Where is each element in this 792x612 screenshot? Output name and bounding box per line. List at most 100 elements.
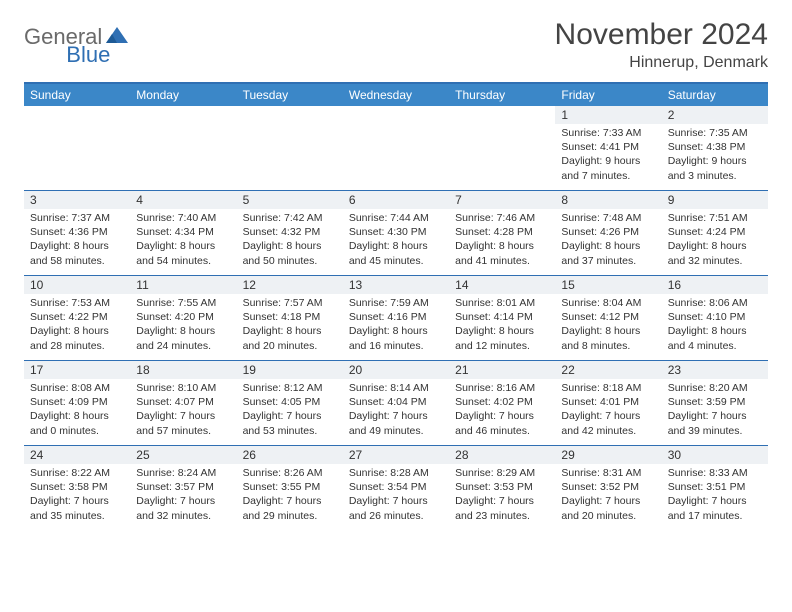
- day-info: Sunrise: 8:31 AMSunset: 3:52 PMDaylight:…: [555, 464, 661, 527]
- sunset-text: Sunset: 4:34 PM: [136, 225, 230, 239]
- day-number: 22: [555, 361, 661, 379]
- sunrise-text: Sunrise: 7:46 AM: [455, 211, 549, 225]
- day-info: Sunrise: 7:46 AMSunset: 4:28 PMDaylight:…: [449, 209, 555, 272]
- daylight-text: Daylight: 8 hours and 41 minutes.: [455, 239, 549, 267]
- daylight-text: Daylight: 7 hours and 42 minutes.: [561, 409, 655, 437]
- day-info: Sunrise: 8:20 AMSunset: 3:59 PMDaylight:…: [662, 379, 768, 442]
- sunrise-text: Sunrise: 7:48 AM: [561, 211, 655, 225]
- sunrise-text: Sunrise: 8:22 AM: [30, 466, 124, 480]
- sunrise-text: Sunrise: 8:29 AM: [455, 466, 549, 480]
- day-number: [24, 106, 130, 124]
- daylight-text: Daylight: 7 hours and 29 minutes.: [243, 494, 337, 522]
- day-info: Sunrise: 8:10 AMSunset: 4:07 PMDaylight:…: [130, 379, 236, 442]
- sunrise-text: Sunrise: 7:42 AM: [243, 211, 337, 225]
- day-number: 24: [24, 446, 130, 464]
- day-cell: [24, 106, 130, 190]
- sunset-text: Sunset: 4:26 PM: [561, 225, 655, 239]
- day-cell: 9Sunrise: 7:51 AMSunset: 4:24 PMDaylight…: [662, 191, 768, 275]
- sunrise-text: Sunrise: 8:20 AM: [668, 381, 762, 395]
- daylight-text: Daylight: 7 hours and 32 minutes.: [136, 494, 230, 522]
- sunrise-text: Sunrise: 8:16 AM: [455, 381, 549, 395]
- day-info: Sunrise: 7:33 AMSunset: 4:41 PMDaylight:…: [555, 124, 661, 187]
- sunset-text: Sunset: 3:55 PM: [243, 480, 337, 494]
- day-info: Sunrise: 7:51 AMSunset: 4:24 PMDaylight:…: [662, 209, 768, 272]
- day-cell: 1Sunrise: 7:33 AMSunset: 4:41 PMDaylight…: [555, 106, 661, 190]
- sunset-text: Sunset: 4:14 PM: [455, 310, 549, 324]
- day-cell: 6Sunrise: 7:44 AMSunset: 4:30 PMDaylight…: [343, 191, 449, 275]
- day-info: Sunrise: 8:29 AMSunset: 3:53 PMDaylight:…: [449, 464, 555, 527]
- day-cell: 19Sunrise: 8:12 AMSunset: 4:05 PMDayligh…: [237, 361, 343, 445]
- day-header: Wednesday: [343, 84, 449, 106]
- daylight-text: Daylight: 9 hours and 3 minutes.: [668, 154, 762, 182]
- sunrise-text: Sunrise: 8:01 AM: [455, 296, 549, 310]
- day-info: Sunrise: 7:44 AMSunset: 4:30 PMDaylight:…: [343, 209, 449, 272]
- day-cell: 18Sunrise: 8:10 AMSunset: 4:07 PMDayligh…: [130, 361, 236, 445]
- sunset-text: Sunset: 4:10 PM: [668, 310, 762, 324]
- day-cell: 24 Sunrise: 8:22 AMSunset: 3:58 PMDayligh…: [24, 446, 130, 530]
- day-info: Sunrise: 7:35 AMSunset: 4:38 PMDaylight:…: [662, 124, 768, 187]
- day-info: Sunrise: 8:08 AMSunset: 4:09 PMDaylight:…: [24, 379, 130, 442]
- daylight-text: Daylight: 8 hours and 12 minutes.: [455, 324, 549, 352]
- day-info: Sunrise: 8:18 AMSunset: 4:01 PMDaylight:…: [555, 379, 661, 442]
- daylight-text: Daylight: 8 hours and 58 minutes.: [30, 239, 124, 267]
- sunset-text: Sunset: 4:18 PM: [243, 310, 337, 324]
- day-info: Sunrise: 7:37 AMSunset: 4:36 PMDaylight:…: [24, 209, 130, 272]
- day-cell: 22Sunrise: 8:18 AMSunset: 4:01 PMDayligh…: [555, 361, 661, 445]
- day-number: [343, 106, 449, 124]
- logo: General Blue: [24, 24, 174, 50]
- day-number: 27: [343, 446, 449, 464]
- sunrise-text: Sunrise: 8:10 AM: [136, 381, 230, 395]
- sunset-text: Sunset: 4:12 PM: [561, 310, 655, 324]
- day-number: [449, 106, 555, 124]
- day-cell: [343, 106, 449, 190]
- day-info: Sunrise: 8:24 AMSunset: 3:57 PMDaylight:…: [130, 464, 236, 527]
- daylight-text: Daylight: 8 hours and 50 minutes.: [243, 239, 337, 267]
- day-cell: 28Sunrise: 8:29 AMSunset: 3:53 PMDayligh…: [449, 446, 555, 530]
- sunrise-text: Sunrise: 8:31 AM: [561, 466, 655, 480]
- sunset-text: Sunset: 3:53 PM: [455, 480, 549, 494]
- day-info: Sunrise: 8:12 AMSunset: 4:05 PMDaylight:…: [237, 379, 343, 442]
- sunrise-text: Sunrise: 7:51 AM: [668, 211, 762, 225]
- sunrise-text: Sunrise: 7:53 AM: [30, 296, 124, 310]
- day-info: Sunrise: 7:40 AMSunset: 4:34 PMDaylight:…: [130, 209, 236, 272]
- sunset-text: Sunset: 3:59 PM: [668, 395, 762, 409]
- sunset-text: Sunset: 3:51 PM: [668, 480, 762, 494]
- day-info: Sunrise: 7:42 AMSunset: 4:32 PMDaylight:…: [237, 209, 343, 272]
- day-cell: 12Sunrise: 7:57 AMSunset: 4:18 PMDayligh…: [237, 276, 343, 360]
- week-row: 24Sunrise: 8:22 AMSunset: 3:58 PMDayligh…: [24, 445, 768, 530]
- day-info: Sunrise: 8:33 AMSunset: 3:51 PMDaylight:…: [662, 464, 768, 527]
- sunrise-text: Sunrise: 7:35 AM: [668, 126, 762, 140]
- daylight-text: Daylight: 7 hours and 57 minutes.: [136, 409, 230, 437]
- daylight-text: Daylight: 8 hours and 45 minutes.: [349, 239, 443, 267]
- sunset-text: Sunset: 3:52 PM: [561, 480, 655, 494]
- day-cell: 5Sunrise: 7:42 AMSunset: 4:32 PMDaylight…: [237, 191, 343, 275]
- daylight-text: Daylight: 7 hours and 17 minutes.: [668, 494, 762, 522]
- day-number: 18: [130, 361, 236, 379]
- sunset-text: Sunset: 3:58 PM: [30, 480, 124, 494]
- calendar: Sunday Monday Tuesday Wednesday Thursday…: [24, 82, 768, 530]
- day-number: [130, 106, 236, 124]
- day-header: Tuesday: [237, 84, 343, 106]
- sunrise-text: Sunrise: 7:33 AM: [561, 126, 655, 140]
- sunrise-text: Sunrise: 7:37 AM: [30, 211, 124, 225]
- day-number: 2: [662, 106, 768, 124]
- day-number: 3: [24, 191, 130, 209]
- daylight-text: Daylight: 7 hours and 35 minutes.: [30, 494, 124, 522]
- week-row: 3Sunrise: 7:37 AMSunset: 4:36 PMDaylight…: [24, 190, 768, 275]
- day-number: 4: [130, 191, 236, 209]
- day-info: Sunrise: 8:14 AMSunset: 4:04 PMDaylight:…: [343, 379, 449, 442]
- day-cell: [130, 106, 236, 190]
- sunset-text: Sunset: 4:05 PM: [243, 395, 337, 409]
- day-header-row: Sunday Monday Tuesday Wednesday Thursday…: [24, 84, 768, 106]
- day-info: Sunrise: 7:59 AMSunset: 4:16 PMDaylight:…: [343, 294, 449, 357]
- daylight-text: Daylight: 7 hours and 46 minutes.: [455, 409, 549, 437]
- location: Hinnerup, Denmark: [555, 54, 768, 72]
- daylight-text: Daylight: 8 hours and 20 minutes.: [243, 324, 337, 352]
- sunset-text: Sunset: 4:36 PM: [30, 225, 124, 239]
- sunset-text: Sunset: 4:09 PM: [30, 395, 124, 409]
- day-number: 19: [237, 361, 343, 379]
- day-number: 20: [343, 361, 449, 379]
- sunset-text: Sunset: 4:24 PM: [668, 225, 762, 239]
- day-cell: 7Sunrise: 7:46 AMSunset: 4:28 PMDaylight…: [449, 191, 555, 275]
- sunset-text: Sunset: 4:20 PM: [136, 310, 230, 324]
